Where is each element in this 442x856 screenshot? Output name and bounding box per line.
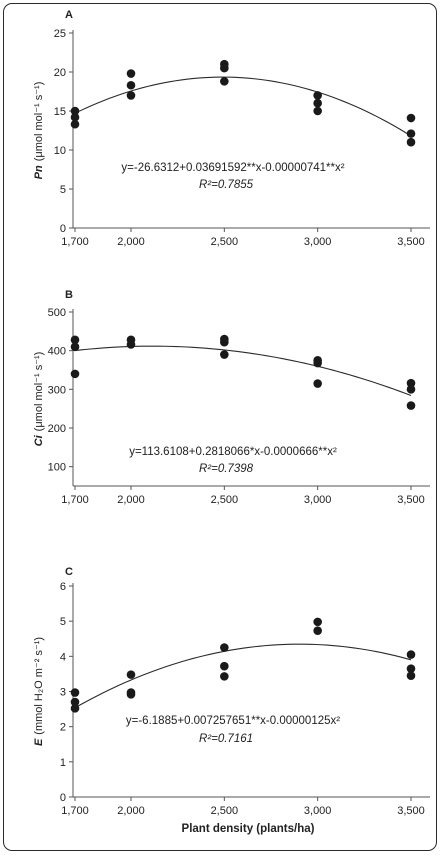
data-point [220,350,229,359]
regression-equation: y=-6.1885+0.007257651**x-0.00000125x² [126,715,340,727]
y-axis-unit: (mmol H₂O m⁻² s⁻¹) [33,637,45,735]
data-point [406,671,416,680]
data-point [126,340,136,349]
data-point [220,661,229,671]
y-tick-label: 5 [60,616,66,628]
y-axis-unit: (μmol mol⁻¹ s⁻¹) [33,82,45,162]
data-point [126,670,136,679]
data-point [313,106,322,116]
y-tick-label: 0 [60,223,66,235]
y-tick-label: 1 [60,757,66,769]
y-tick-label: 15 [54,106,66,118]
y-axis-label: Pn (μmol mol⁻¹ s⁻¹) [33,82,45,180]
x-tick-label: 2,500 [211,805,239,817]
x-tick-label: 3,500 [397,236,425,248]
panel-c: C 0 1 2 3 4 5 6 1,700 2,000 2,500 3,000 3,500 E (mmol … [33,566,430,817]
x-tick-label: 1,700 [61,236,89,248]
y-tick-label: 25 [54,28,66,40]
x-tick-label: 2,000 [117,494,145,506]
y-tick-label: 3 [60,687,66,699]
y-tick-label: 500 [48,307,66,319]
r-squared-label: R²=0.7398 [199,463,254,475]
data-point [313,626,322,635]
data-point [406,137,416,147]
y-tick-label: 0 [60,792,66,804]
data-point [126,91,136,100]
y-tick-label: 400 [48,346,66,358]
x-tick-label: 3,500 [397,494,425,506]
y-axis-variable: Pn [33,165,45,179]
r-squared-label: R²=0.7855 [199,179,254,191]
x-tick-label: 2,000 [117,805,145,817]
panel-letter: A [65,9,73,21]
data-point [406,401,416,410]
y-axis-variable: E [33,738,45,746]
data-point [313,91,322,100]
data-point [70,697,80,707]
data-point [126,80,136,90]
data-point [70,106,80,116]
regression-equation: y=113.6108+0.2818066*x-0.0000666**x² [129,446,337,458]
y-tick-label: 10 [54,145,66,157]
y-tick-label: 100 [48,462,66,474]
y-tick-label: 5 [60,184,66,196]
y-tick-label: 6 [60,581,66,593]
data-point [70,369,80,379]
y-axis-label: Ci (μmol mol⁻¹ s⁻¹) [33,352,45,447]
y-tick-label: 4 [60,651,66,663]
data-point [220,337,229,347]
y-axis-variable: Ci [33,434,45,446]
data-point [220,643,229,652]
data-point [70,704,80,713]
data-point [70,342,80,352]
data-point [126,69,136,78]
data-point [406,650,416,659]
x-tick-label: 3,500 [397,805,425,817]
data-point [70,335,80,345]
figure-frame [3,3,437,851]
regression-equation: y=-26.6312+0.03691592**x-0.00000741**x² [121,162,344,174]
panel-letter: C [65,566,73,578]
data-point [313,98,322,108]
x-axis-label: Plant density (plants/ha) [182,823,315,835]
data-point [220,77,229,86]
y-axis-unit: (μmol mol⁻¹ s⁻¹) [33,352,45,432]
x-tick-label: 1,700 [61,805,89,817]
data-point [406,385,416,394]
fit-curve [74,345,412,397]
panel-a: A 0 5 10 15 20 25 1,700 2,000 2,500 3,000 3,500 Pn (μ… [33,9,430,248]
data-point [70,112,80,122]
data-point [406,664,416,673]
data-point [126,690,136,699]
x-tick-label: 2,000 [117,236,145,248]
y-tick-label: 300 [48,384,66,396]
panel-letter: B [65,289,73,301]
x-tick-label: 3,000 [304,494,332,506]
x-tick-label: 3,000 [304,805,332,817]
data-point [220,63,229,73]
data-point [313,379,322,388]
x-tick-label: 1,700 [61,494,89,506]
y-tick-label: 2 [60,722,66,734]
y-tick-label: 20 [54,67,66,79]
data-point [406,378,416,388]
data-point [313,617,322,627]
y-axis-label: E (mmol H₂O m⁻² s⁻¹) [33,637,45,746]
x-tick-label: 3,000 [304,236,332,248]
data-point [70,119,80,129]
data-point [406,129,416,138]
data-point [313,358,322,368]
panel-b: B 100 200 300 400 500 1,700 2,000 2,500 3,000 3,50… [33,289,430,506]
fit-curve [74,643,412,709]
fit-curve [74,76,412,137]
x-tick-label: 2,500 [211,494,239,506]
y-tick-label: 200 [48,423,66,435]
x-tick-label: 2,500 [211,236,239,248]
data-point [220,672,229,681]
data-point [406,113,416,123]
data-point [70,688,80,697]
r-squared-label: R²=0.7161 [199,733,253,745]
